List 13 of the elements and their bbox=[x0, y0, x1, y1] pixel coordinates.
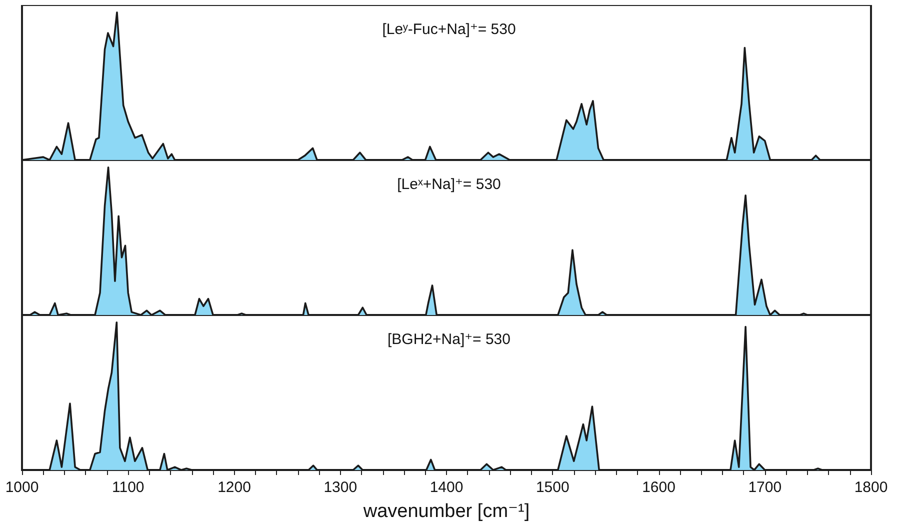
text: [BGH2+Na]⁺= 530 bbox=[388, 331, 510, 348]
x-axis-title: wavenumber [cm⁻¹] bbox=[362, 501, 530, 522]
x-tick-label: 1000 bbox=[5, 479, 39, 496]
x-tick-label: 1700 bbox=[748, 479, 782, 496]
text: [Leʸ-Fuc+Na]⁺= 530 bbox=[382, 21, 516, 38]
x-tick-label: 1800 bbox=[854, 479, 888, 496]
x-tick-label: 1300 bbox=[324, 479, 358, 496]
x-tick-label: 1200 bbox=[218, 479, 251, 496]
x-tick-label: 1100 bbox=[112, 479, 144, 496]
text: [Leˣ+Na]⁺= 530 bbox=[397, 176, 501, 193]
x-tick-label: 1400 bbox=[430, 479, 464, 496]
x-tick-label: 1600 bbox=[642, 479, 676, 496]
x-tick-label: 1500 bbox=[536, 479, 570, 496]
